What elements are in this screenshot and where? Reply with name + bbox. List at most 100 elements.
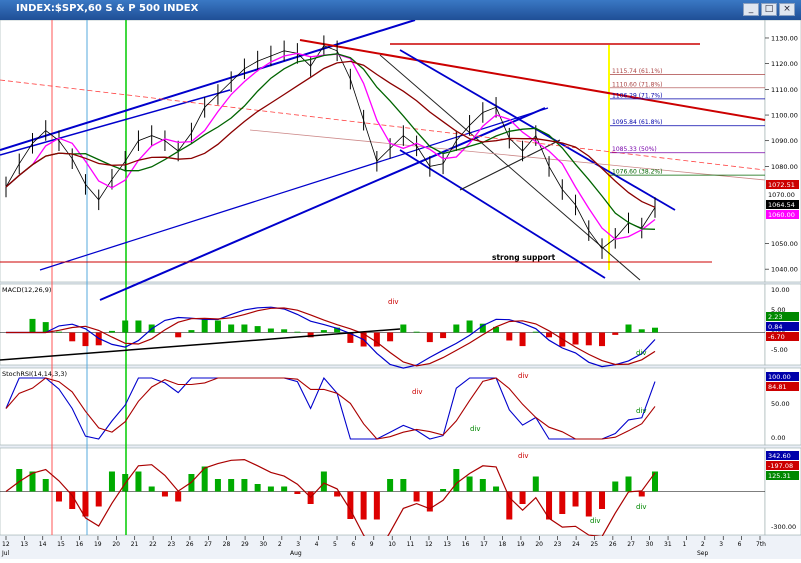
hist-bar-48 — [638, 491, 645, 497]
macd-hist-bar-46 — [612, 332, 619, 335]
macd-hist-bar-14 — [188, 330, 195, 333]
hist-badge-bg-1 — [766, 461, 799, 470]
stoch-line-1 — [5, 377, 656, 440]
month-label-sep: Sep — [697, 550, 709, 557]
macd-hist-bar-31 — [413, 331, 420, 333]
macd-hist-bar-23 — [307, 332, 314, 338]
macd-hist-bar-3 — [42, 322, 49, 333]
hist-bar-12 — [161, 491, 168, 497]
date-tick-label-10: 26 — [186, 541, 194, 548]
price-badge-label-1: 1070.00 — [768, 191, 795, 199]
hist-bar-13 — [175, 491, 182, 502]
macd-hist-bar-19 — [254, 326, 261, 333]
panel-bg-2 — [0, 367, 766, 446]
hist-bar-17 — [228, 479, 235, 492]
macd-hist-bar-22 — [294, 331, 301, 333]
fib-level-label-3: 1095.84 (61.8%) — [612, 119, 662, 126]
hist-bar-18 — [241, 479, 248, 492]
macd-hist-bar-5 — [69, 332, 76, 342]
date-tick-label-17: 4 — [315, 541, 319, 548]
axis-bg-0 — [764, 19, 801, 283]
macd-badge-label-0: 2.23 — [768, 313, 782, 321]
macd-hist-bar-38 — [506, 332, 513, 341]
stoch-div-label-1: div — [518, 372, 529, 380]
trendline-12 — [249, 129, 766, 181]
stock-chart[interactable]: 1130.001120.001110.001100.001090.001080.… — [0, 19, 801, 559]
window-titlebar[interactable]: INDEX:$SPX,60 S & P 500 INDEX _ □ × — [0, 0, 801, 20]
macd-hist-bar-20 — [267, 328, 274, 333]
hist-bar-11 — [148, 486, 155, 492]
macd-hist-bar-36 — [479, 323, 486, 333]
stoch-badge-label-1: 84.81 — [768, 383, 787, 391]
price-ytick-label-7: 1040.00 — [771, 266, 798, 274]
hist-bar-10 — [135, 471, 142, 492]
date-tick-label-22: 11 — [407, 541, 415, 548]
date-tick-label-39: 3 — [719, 541, 723, 548]
macd-ytick-label-1: 5.00 — [771, 306, 785, 314]
minimize-button[interactable]: _ — [743, 3, 759, 16]
macd-line-0 — [6, 306, 656, 369]
hist-badge-label-2: 125.31 — [768, 472, 791, 480]
hist-badge-label-0: 342.60 — [768, 452, 791, 460]
date-tick-label-25: 16 — [462, 541, 470, 548]
date-tick-label-28: 19 — [517, 541, 525, 548]
trendline-8 — [399, 149, 606, 279]
macd-hist-bar-10 — [135, 320, 142, 333]
hist-div-label-2: div — [636, 503, 647, 511]
price-badge-bg-0 — [766, 180, 799, 189]
hist-bar-27 — [360, 491, 367, 520]
trendline-10 — [379, 54, 641, 281]
fib-level-label-5: 1076.60 (38.2%) — [612, 169, 662, 176]
macd-badge-bg-0 — [766, 312, 799, 321]
macd-hist-bar-24 — [320, 330, 327, 333]
trendline-2 — [99, 107, 546, 301]
fib-level-label-4: 1085.33 (50%) — [612, 146, 657, 153]
stoch-line-0 — [5, 376, 656, 440]
macd-div-label-0: div — [388, 298, 399, 306]
trendline-9 — [459, 139, 561, 191]
trendline-4 — [299, 39, 766, 121]
hist-bar-38 — [506, 491, 513, 520]
macd-hist-bar-35 — [466, 320, 473, 333]
hist-bar-16 — [214, 479, 221, 492]
hist-bar-35 — [466, 476, 473, 492]
strong-support-label: strong support — [492, 253, 556, 262]
date-tick-label-6: 20 — [112, 541, 120, 548]
close-button[interactable]: × — [779, 3, 795, 16]
hist-signal-line — [5, 458, 656, 557]
price-ytick-label-5: 1080.00 — [771, 163, 798, 171]
hist-bar-30 — [400, 479, 407, 492]
date-tick-label-12: 28 — [223, 541, 231, 548]
price-ytick-label-0: 1130.00 — [771, 34, 798, 42]
panel-bg-0 — [0, 19, 766, 283]
date-tick-label-26: 17 — [480, 541, 488, 548]
hist-badge-label-1: -197.08 — [768, 462, 793, 470]
date-tick-label-4: 16 — [76, 541, 84, 548]
stoch-badge-label-0: 100.00 — [768, 373, 791, 381]
hist-bar-43 — [572, 491, 579, 507]
hist-bar-3 — [42, 479, 49, 492]
hist-bar-32 — [426, 491, 433, 512]
hist-bar-42 — [559, 491, 566, 514]
date-tick-label-37: 1 — [682, 541, 686, 548]
date-tick-label-40: 6 — [738, 541, 742, 548]
hist-bar-2 — [29, 471, 36, 492]
stoch-badge-bg-1 — [766, 382, 799, 391]
date-tick-label-19: 6 — [351, 541, 355, 548]
macd-ytick-label-3: -5.00 — [771, 346, 788, 354]
hist-bar-41 — [546, 491, 553, 520]
date-tick-label-30: 23 — [554, 541, 562, 548]
fib-level-label-2: 1106.29 (71.7%) — [612, 92, 662, 99]
macd-badge-bg-1 — [766, 322, 799, 331]
stoch-div-label-0: div — [412, 388, 423, 396]
maximize-button[interactable]: □ — [761, 3, 777, 16]
hist-bar-49 — [652, 471, 658, 492]
date-tick-label-9: 23 — [168, 541, 176, 548]
date-tick-label-35: 30 — [646, 541, 654, 548]
hist-bar-25 — [334, 491, 341, 497]
hist-bar-1 — [16, 469, 23, 492]
macd-hist-bar-32 — [426, 332, 433, 343]
hist-bar-47 — [625, 476, 632, 492]
macd-hist-bar-40 — [532, 331, 539, 333]
